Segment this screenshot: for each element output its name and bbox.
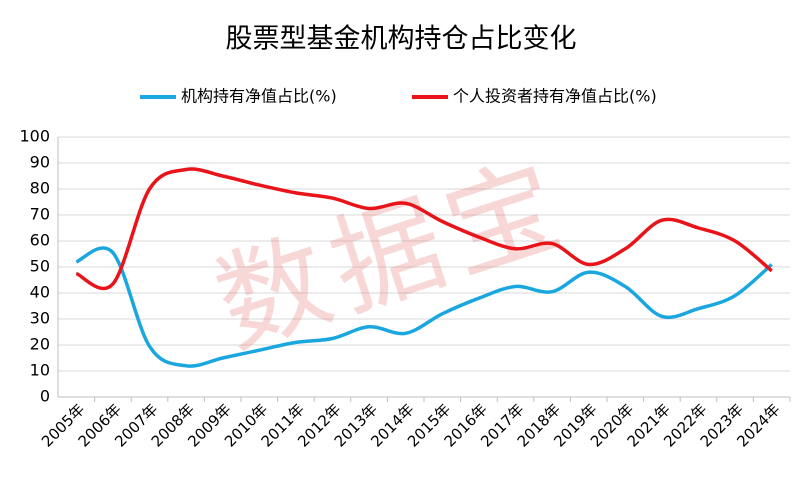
legend-label: 机构持有净值占比(%) [181,87,337,106]
y-tick-label: 90 [30,153,50,172]
y-tick-label: 80 [30,179,50,198]
y-tick-label: 70 [30,205,50,224]
series-line [75,167,773,291]
y-tick-label: 100 [19,127,50,146]
y-tick-label: 50 [30,257,50,276]
watermark: 数据宝 [202,138,584,371]
y-tick-label: 60 [30,231,50,250]
y-tick-label: 0 [40,387,50,406]
legend-label: 个人投资者持有净值占比(%) [453,87,657,106]
chart-title: 股票型基金机构持仓占比变化 [226,24,577,55]
y-tick-label: 40 [30,283,50,302]
series-line [75,246,773,368]
y-tick-label: 20 [30,335,50,354]
y-tick-label: 10 [30,361,50,380]
y-tick-label: 30 [30,309,50,328]
